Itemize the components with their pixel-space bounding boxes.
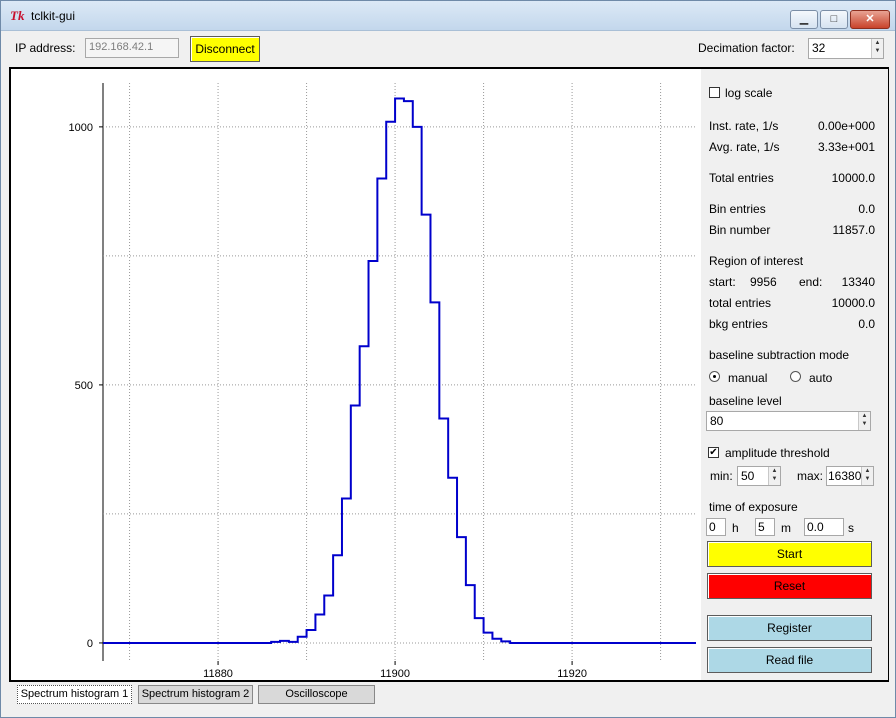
bin-entries-row: Bin entries 0.0: [709, 202, 875, 216]
maximize-button[interactable]: □: [820, 10, 848, 29]
window-title: tclkit-gui: [31, 9, 76, 23]
roi-total-value: 10000.0: [831, 296, 875, 310]
max-threshold-value: 16380: [828, 469, 862, 483]
decimation-factor-spinbox[interactable]: 32 ▲ ▼: [808, 38, 884, 59]
ip-address-input[interactable]: 192.168.42.1: [85, 38, 179, 58]
bkg-entries-label: bkg entries: [709, 317, 768, 331]
avg-rate-label: Avg. rate, 1/s: [709, 140, 780, 154]
y-tick-label: 500: [75, 380, 93, 392]
decimation-factor-label: Decimation factor:: [698, 41, 795, 55]
manual-label: manual: [728, 371, 768, 385]
auto-radio[interactable]: [790, 371, 801, 382]
min-label: min:: [710, 469, 733, 483]
roi-end-label: end:: [799, 275, 823, 289]
avg-rate-value: 3.33e+001: [817, 140, 875, 154]
baseline-level-label: baseline level: [709, 394, 782, 408]
histogram-series-line: [103, 97, 696, 644]
decimation-factor-value: 32: [812, 41, 826, 55]
x-tick-label: 11880: [203, 668, 233, 680]
tab-spectrum-histogram-1[interactable]: Spectrum histogram 1: [17, 685, 132, 704]
amplitude-threshold-checkbox[interactable]: ✔: [708, 447, 719, 458]
inst-rate-label: Inst. rate, 1/s: [709, 119, 779, 133]
minutes-input[interactable]: 5: [755, 518, 775, 536]
spin-arrows-icon[interactable]: ▲ ▼: [768, 467, 780, 485]
bkg-entries-value: 0.0: [858, 317, 875, 331]
seconds-label: s: [848, 521, 854, 535]
hours-label: h: [732, 521, 739, 535]
hours-input[interactable]: 0: [706, 518, 726, 536]
bin-entries-value: 0.0: [858, 202, 875, 216]
x-tick-label: 11920: [557, 668, 587, 680]
seconds-input[interactable]: 0.0: [804, 518, 844, 536]
tab-oscilloscope[interactable]: Oscilloscope: [258, 685, 375, 704]
log-scale-checkbox[interactable]: [709, 87, 720, 98]
y-tick-label: 0: [87, 638, 93, 650]
roi-total-label: total entries: [709, 296, 772, 310]
register-button[interactable]: Register: [707, 615, 872, 641]
connection-bar: IP address: 192.168.42.1 Disconnect Deci…: [1, 32, 895, 65]
max-threshold-spinbox[interactable]: 16380 ▲ ▼: [826, 466, 874, 486]
min-threshold-spinbox[interactable]: 50 ▲ ▼: [737, 466, 781, 486]
roi-start-value: 9956: [750, 275, 777, 289]
auto-label: auto: [809, 371, 833, 385]
spin-arrows-icon[interactable]: ▲ ▼: [861, 467, 873, 485]
roi-end-value: 13340: [841, 275, 875, 289]
reset-button[interactable]: Reset: [707, 573, 872, 599]
x-tick-label: 11900: [380, 668, 410, 680]
amplitude-threshold-label: amplitude threshold: [725, 446, 830, 460]
disconnect-button[interactable]: Disconnect: [190, 36, 260, 62]
title-bar[interactable]: Tk tclkit-gui ▁ □ ✕: [1, 1, 895, 31]
total-entries-value: 10000.0: [831, 171, 875, 185]
bin-entries-label: Bin entries: [709, 202, 766, 216]
roi-total-row: total entries 10000.0: [709, 296, 875, 310]
avg-rate-row: Avg. rate, 1/s 3.33e+001: [709, 140, 875, 154]
log-scale-label: log scale: [725, 86, 773, 100]
bin-number-value: 11857.0: [832, 223, 876, 237]
spectrum-plot[interactable]: 11880 11900 11920 0 500 1000: [11, 69, 701, 680]
read-file-button[interactable]: Read file: [707, 647, 872, 673]
bin-number-row: Bin number 11857.0: [709, 223, 875, 237]
control-panel: log scale Inst. rate, 1/s 0.00e+000 Avg.…: [701, 69, 885, 680]
roi-range-row: start: 9956 end: 13340: [709, 275, 875, 289]
close-button[interactable]: ✕: [850, 10, 890, 29]
spin-arrows-icon[interactable]: ▲ ▼: [858, 412, 870, 430]
notebook-frame: [9, 67, 889, 682]
histogram-chart[interactable]: 11880 11900 11920 0 500 1000: [11, 69, 701, 680]
roi-start-label: start:: [709, 275, 736, 289]
bin-number-label: Bin number: [709, 223, 771, 237]
min-threshold-value: 50: [741, 469, 755, 483]
inst-rate-value: 0.00e+000: [817, 119, 875, 133]
bkg-entries-row: bkg entries 0.0: [709, 317, 875, 331]
ip-address-label: IP address:: [15, 41, 76, 55]
tk-feather-icon: Tk: [10, 8, 25, 23]
baseline-mode-heading: baseline subtraction mode: [709, 348, 850, 362]
inst-rate-row: Inst. rate, 1/s 0.00e+000: [709, 119, 875, 133]
max-label: max:: [797, 469, 824, 483]
y-tick-label: 1000: [69, 122, 93, 134]
baseline-level-spinbox[interactable]: 80 ▲ ▼: [706, 411, 871, 431]
tab-spectrum-histogram-2[interactable]: Spectrum histogram 2: [138, 685, 253, 704]
start-button[interactable]: Start: [707, 541, 872, 567]
total-entries-row: Total entries 10000.0: [709, 171, 875, 185]
exposure-heading: time of exposure: [709, 500, 798, 514]
minimize-button[interactable]: ▁: [790, 10, 818, 29]
minutes-label: m: [781, 521, 791, 535]
spin-arrows-icon[interactable]: ▲ ▼: [871, 39, 883, 58]
manual-radio[interactable]: [709, 371, 720, 382]
total-entries-label: Total entries: [709, 171, 774, 185]
roi-heading: Region of interest: [709, 254, 804, 268]
baseline-level-value: 80: [710, 414, 724, 428]
